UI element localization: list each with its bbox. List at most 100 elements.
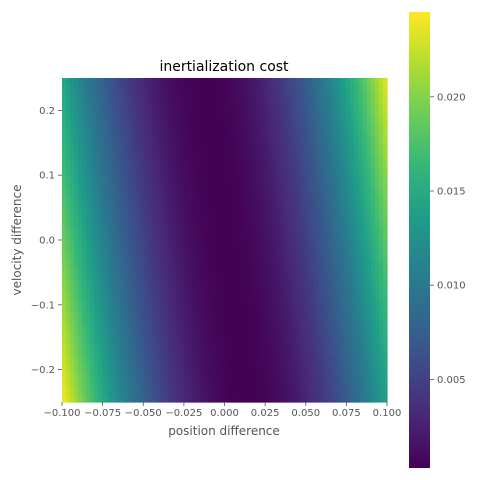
heatmap-cell xyxy=(196,78,201,86)
heatmap-cell xyxy=(155,252,161,261)
heatmap-cell xyxy=(374,233,380,241)
heatmap-cell xyxy=(139,350,144,358)
heatmap-cell xyxy=(216,103,222,111)
heatmap-cell xyxy=(273,285,278,293)
heatmap-cell xyxy=(248,363,254,371)
heatmap-cell xyxy=(248,233,254,241)
heatmap-cell xyxy=(102,246,108,254)
heatmap-cell xyxy=(187,78,193,86)
heatmap-cell xyxy=(305,285,311,293)
heatmap-cell xyxy=(297,246,303,254)
heatmap-cell xyxy=(143,103,148,111)
heatmap-cell xyxy=(252,227,258,235)
heatmap-cell xyxy=(147,246,152,254)
heatmap-cell xyxy=(212,252,217,261)
heatmap-cell xyxy=(179,337,185,345)
heatmap-cell xyxy=(248,311,254,319)
heatmap-cell xyxy=(151,220,157,228)
heatmap-cell xyxy=(171,285,177,293)
heatmap-cell xyxy=(313,356,319,364)
heatmap-cell xyxy=(269,363,274,371)
heatmap-cell xyxy=(220,155,226,163)
heatmap-cell xyxy=(277,84,282,92)
heatmap-cell xyxy=(248,272,254,280)
heatmap-cell xyxy=(200,389,205,397)
heatmap-cell xyxy=(66,149,71,157)
heatmap-cell xyxy=(62,142,67,150)
heatmap-cell xyxy=(330,265,335,273)
heatmap-cell xyxy=(143,350,148,358)
heatmap-cell xyxy=(261,343,266,351)
heatmap-cell xyxy=(102,265,108,273)
heatmap-cell xyxy=(102,233,108,241)
heatmap-cell xyxy=(236,84,242,92)
heatmap-cell xyxy=(135,311,140,319)
heatmap-cell xyxy=(216,395,222,403)
heatmap-cell xyxy=(313,97,319,105)
heatmap-cell xyxy=(277,129,282,137)
heatmap-cell xyxy=(167,90,173,99)
heatmap-cell xyxy=(163,252,169,261)
heatmap-cell xyxy=(338,123,343,131)
heatmap-cell xyxy=(309,291,315,299)
heatmap-cell xyxy=(159,162,165,170)
heatmap-cell xyxy=(183,304,189,312)
heatmap-cell xyxy=(159,168,165,176)
heatmap-cell xyxy=(354,324,360,332)
heatmap-cell xyxy=(240,382,246,390)
heatmap-cell xyxy=(151,227,157,235)
heatmap-cell xyxy=(354,317,360,325)
heatmap-cell xyxy=(98,220,104,228)
heatmap-cell xyxy=(317,285,323,293)
heatmap-cell xyxy=(240,317,246,325)
heatmap-cell xyxy=(362,265,368,273)
heatmap-cell xyxy=(187,123,193,131)
heatmap-cell xyxy=(147,227,152,235)
heatmap-cell xyxy=(285,136,291,144)
heatmap-cell xyxy=(204,272,209,280)
heatmap-cell xyxy=(200,369,205,377)
heatmap-cell xyxy=(163,233,169,241)
heatmap-cell xyxy=(179,311,185,319)
heatmap-cell xyxy=(122,369,128,377)
heatmap-cell xyxy=(114,214,120,222)
heatmap-cell xyxy=(273,142,278,150)
heatmap-cell xyxy=(248,389,254,397)
heatmap-cell xyxy=(370,343,376,351)
heatmap-cell xyxy=(317,298,323,306)
heatmap-cell xyxy=(289,278,295,286)
heatmap-cell xyxy=(362,103,368,111)
heatmap-cell xyxy=(374,149,380,157)
heatmap-cell xyxy=(285,382,291,390)
heatmap-cell xyxy=(159,311,165,319)
heatmap-cell xyxy=(70,136,75,144)
heatmap-cell xyxy=(196,246,201,254)
heatmap-cell xyxy=(228,240,234,248)
heatmap-cell xyxy=(252,324,258,332)
heatmap-cell xyxy=(196,337,201,345)
heatmap-cell xyxy=(281,116,287,124)
heatmap-cell xyxy=(257,129,262,137)
heatmap-cell xyxy=(171,369,177,377)
heatmap-cell xyxy=(382,227,388,235)
heatmap-cell xyxy=(135,272,140,280)
heatmap-cell xyxy=(293,363,299,371)
heatmap-cell xyxy=(114,168,120,176)
heatmap-cell xyxy=(334,168,339,176)
heatmap-cell xyxy=(370,324,376,332)
heatmap-cell xyxy=(350,149,356,157)
heatmap-cell xyxy=(74,246,79,254)
heatmap-cell xyxy=(281,123,287,131)
heatmap-cell xyxy=(277,194,282,202)
heatmap-cell xyxy=(131,116,136,124)
heatmap-cell xyxy=(167,246,173,254)
heatmap-cell xyxy=(366,291,372,299)
heatmap-cell xyxy=(90,356,96,364)
heatmap-cell xyxy=(216,240,222,248)
heatmap-cell xyxy=(273,78,278,86)
heatmap-cell xyxy=(309,175,315,183)
heatmap-cell xyxy=(139,376,144,384)
heatmap-cell xyxy=(159,317,165,325)
heatmap-cell xyxy=(362,162,368,170)
heatmap-cell xyxy=(143,389,148,397)
